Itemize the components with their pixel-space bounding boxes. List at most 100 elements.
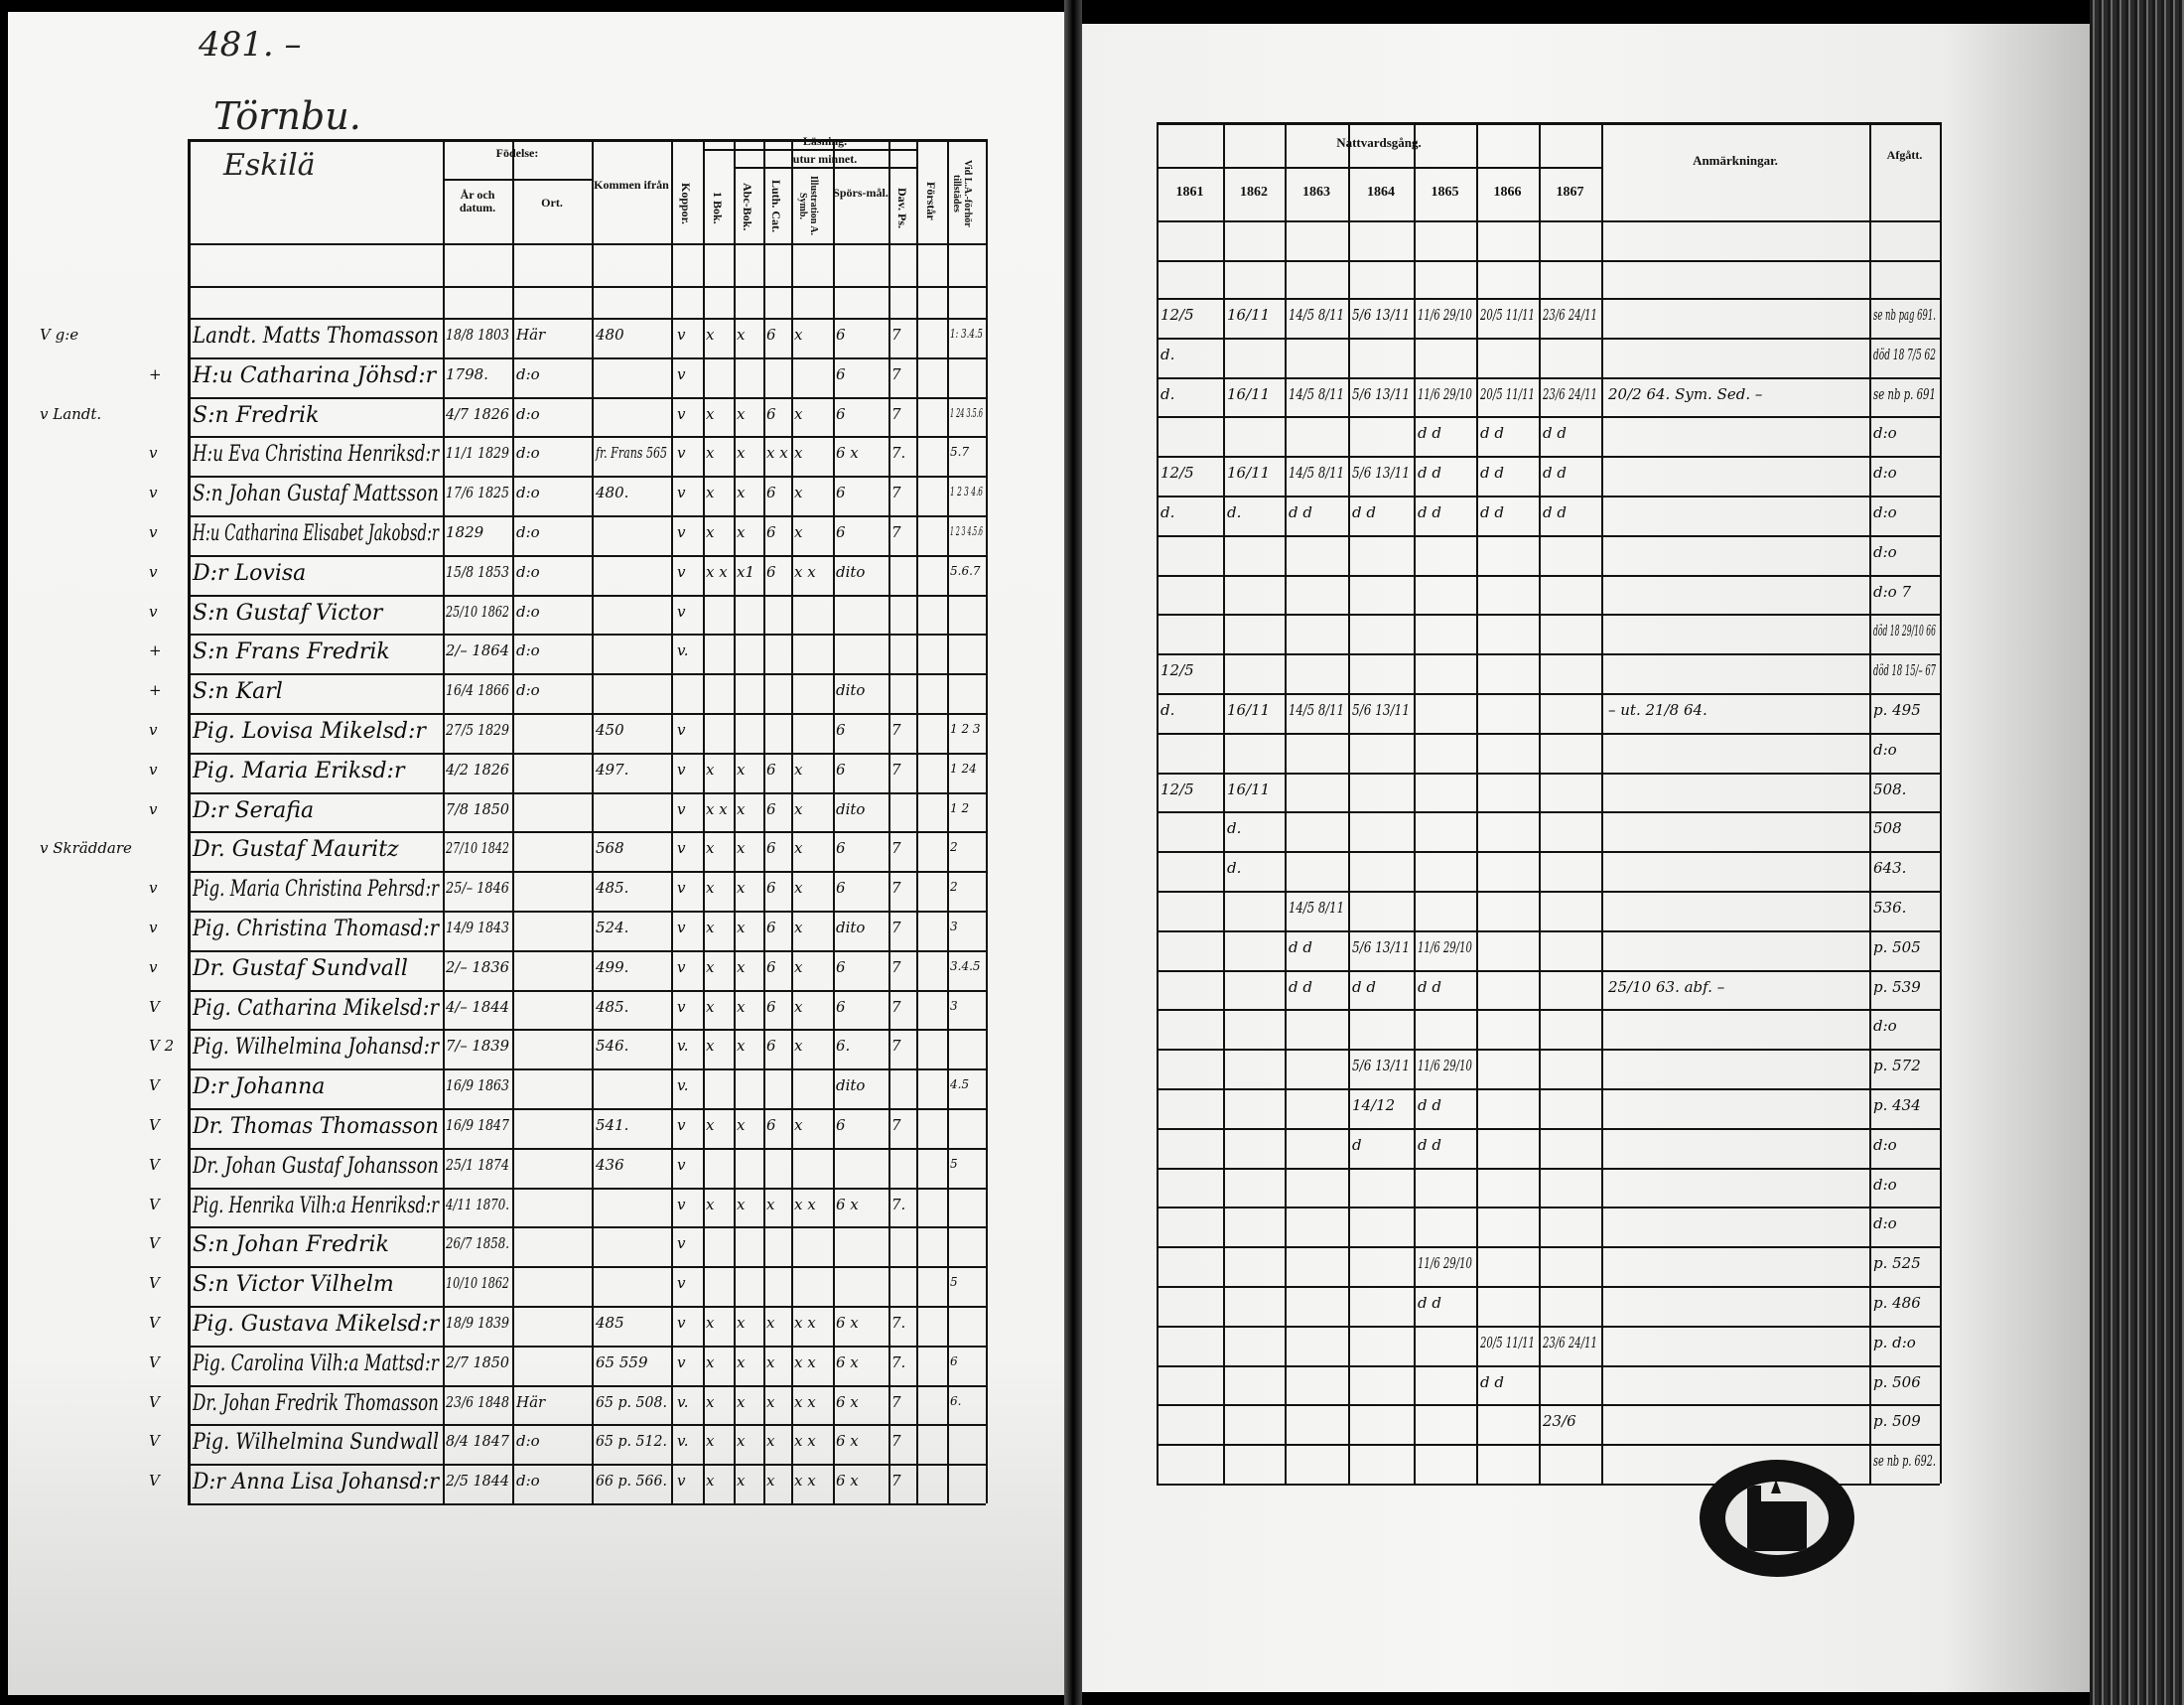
reading-questions: 6 x <box>836 444 859 462</box>
row-rule <box>188 555 986 557</box>
reading-questions: 6 x <box>836 1432 859 1450</box>
row-rule <box>1157 416 1940 418</box>
row-rule <box>188 1188 986 1190</box>
farm-name: Eskilä <box>223 148 316 183</box>
column-rule <box>734 139 736 1503</box>
person-name: S:n Frans Fredrik <box>193 639 390 664</box>
communion-1865: d d <box>1418 1096 1441 1114</box>
birth-place: d:o <box>516 405 540 423</box>
header-explanation: Illustration A. Symb. <box>797 175 819 235</box>
reading-explanation: x <box>794 1116 803 1134</box>
column-rule <box>916 139 918 1503</box>
person-name: Pig. Maria Eriksd:r <box>193 759 405 783</box>
person-name: H:u Catharina Elisabet Jakobsd:r <box>193 521 439 546</box>
departed: p. 495 <box>1873 701 1921 719</box>
attendance: 3 <box>950 999 958 1013</box>
communion-1865: 11/6 29/10 <box>1418 306 1472 324</box>
came-from: 524. <box>596 919 629 936</box>
reading-luther: 6 <box>766 523 776 541</box>
communion-1866: d d <box>1480 1373 1504 1391</box>
reading-questions: dito <box>836 1076 866 1094</box>
reading-questions: 6 <box>836 721 846 739</box>
communion-1862: d. <box>1227 503 1242 521</box>
reading-luther: x <box>766 1472 775 1490</box>
communion-1867: d d <box>1543 424 1567 442</box>
check-mark: v <box>149 563 158 581</box>
birth-date: 7/8 1850 <box>446 800 510 818</box>
birth-date: 1829 <box>446 523 484 541</box>
departed: se nb pag 691. <box>1873 306 1936 324</box>
came-from: fr. Frans 565 <box>596 444 668 462</box>
column-rule <box>1414 122 1416 1484</box>
column-rule <box>1940 122 1942 1484</box>
check-mark: V <box>149 1393 160 1411</box>
communion-1861: 12/5 <box>1160 464 1194 482</box>
communion-1865: d d <box>1418 1294 1441 1312</box>
reading-luther: x <box>766 1314 775 1332</box>
column-rule <box>703 139 705 1503</box>
check-mark: v <box>149 919 158 936</box>
smallpox-mark: v <box>677 1274 686 1292</box>
reading-book1: x <box>706 1116 715 1134</box>
row-rule <box>1157 1444 1940 1446</box>
column-rule <box>592 139 594 1503</box>
smallpox-mark: v <box>677 919 686 936</box>
reading-david: 7 <box>891 1393 901 1411</box>
row-rule <box>188 1148 986 1150</box>
reading-book1: x <box>706 1432 715 1450</box>
reading-abc: x <box>737 1037 746 1055</box>
year-header-1866: 1866 <box>1493 185 1522 200</box>
birth-date: 2/– 1836 <box>446 958 510 976</box>
departed: p. 505 <box>1873 938 1921 956</box>
smallpox-mark: v. <box>677 1393 689 1411</box>
check-mark: V <box>149 1076 160 1094</box>
smallpox-mark: v <box>677 761 686 779</box>
departed: 508 <box>1873 819 1902 837</box>
communion-1863: d d <box>1289 503 1312 521</box>
communion-1862: 16/11 <box>1227 701 1271 719</box>
birth-place: d:o <box>516 1432 540 1450</box>
row-rule <box>1157 1128 1940 1130</box>
person-name: S:n Karl <box>193 679 283 704</box>
person-name: Pig. Lovisa Mikelsd:r <box>193 719 426 744</box>
departed: p. 525 <box>1873 1254 1921 1272</box>
came-from: 485. <box>596 879 629 897</box>
header-david: Dav. Ps. <box>895 187 910 228</box>
header-communion: Nattvardsgång. <box>1336 135 1422 150</box>
birth-date: 4/7 1826 <box>446 405 510 423</box>
departed: p. 486 <box>1873 1294 1921 1312</box>
row-rule <box>1157 1286 1940 1288</box>
reading-questions: dito <box>836 800 866 818</box>
row-rule <box>1157 773 1940 775</box>
communion-1865: d d <box>1418 978 1441 996</box>
row-rule <box>188 1306 986 1308</box>
reading-explanation: x x <box>794 1393 816 1411</box>
birth-date: 23/6 1848 <box>446 1393 509 1411</box>
row-rule <box>1157 1326 1940 1328</box>
reading-david: 7. <box>891 1314 906 1332</box>
person-name: Pig. Wilhelmina Johansd:r <box>193 1035 440 1060</box>
reading-questions: 6 <box>836 326 846 344</box>
birth-date: 4/11 1870. <box>446 1196 509 1213</box>
check-mark: v Landt. <box>40 405 102 423</box>
header-rule <box>188 243 986 245</box>
row-rule <box>1157 338 1940 340</box>
person-name: S:n Johan Gustaf Mattsson <box>193 482 439 506</box>
row-rule <box>1157 851 1940 853</box>
birth-place: d:o <box>516 1472 540 1490</box>
row-rule <box>188 871 986 873</box>
communion-1866: 20/5 11/11 <box>1480 385 1535 403</box>
communion-1866: d d <box>1480 503 1504 521</box>
row-rule <box>188 1108 986 1110</box>
smallpox-mark: v. <box>677 641 689 659</box>
departed: 643. <box>1873 859 1907 877</box>
row-rule <box>188 436 986 438</box>
reading-luther: 6 <box>766 1116 776 1134</box>
column-rule <box>1539 122 1541 1484</box>
reading-explanation: x <box>794 879 803 897</box>
attendance: 5.6.7 <box>950 564 981 578</box>
header-by-heart: utur minnet. <box>792 152 858 166</box>
reading-luther: x <box>766 1196 775 1213</box>
check-mark: v <box>149 484 158 501</box>
reading-david: 7 <box>891 1472 901 1490</box>
